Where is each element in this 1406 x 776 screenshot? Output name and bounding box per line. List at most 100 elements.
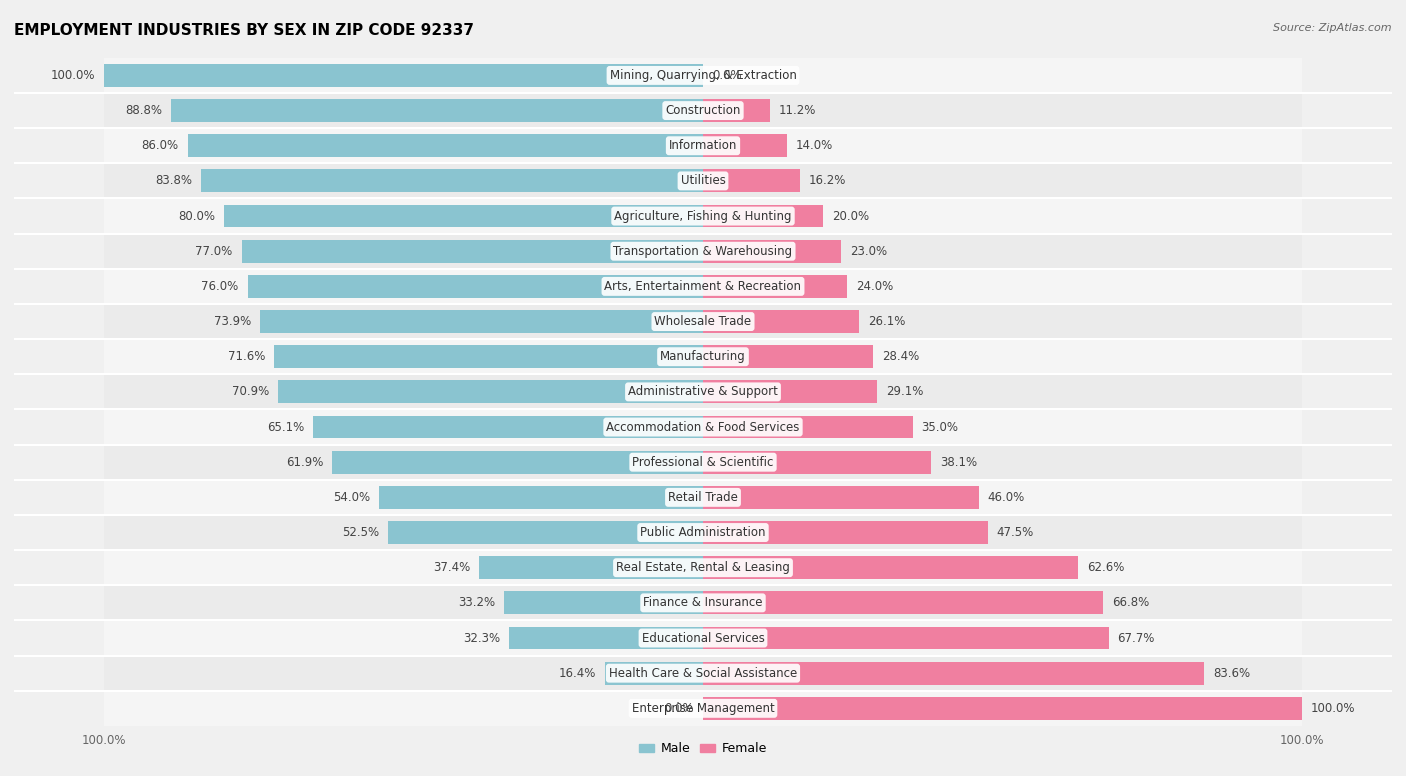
Bar [703,521,987,544]
Bar [104,691,1302,726]
Bar [314,416,703,438]
Bar [703,556,1078,579]
Text: 32.3%: 32.3% [464,632,501,645]
Text: 0.0%: 0.0% [665,702,695,715]
Bar [703,134,787,158]
Bar [104,480,1302,515]
Bar [703,169,800,192]
Text: 37.4%: 37.4% [433,561,470,574]
Bar [104,268,1302,304]
Bar [104,585,1302,621]
Text: 77.0%: 77.0% [195,244,233,258]
Bar [201,169,703,192]
Text: Manufacturing: Manufacturing [661,350,745,363]
Bar [104,163,1302,199]
Text: 28.4%: 28.4% [882,350,920,363]
Text: 67.7%: 67.7% [1118,632,1154,645]
Text: 100.0%: 100.0% [51,69,96,82]
Bar [104,199,1302,234]
Text: 100.0%: 100.0% [1310,702,1355,715]
Bar [274,345,703,368]
Text: Real Estate, Rental & Leasing: Real Estate, Rental & Leasing [616,561,790,574]
Text: 16.2%: 16.2% [808,175,846,188]
Bar [479,556,703,579]
Text: 11.2%: 11.2% [779,104,817,117]
Text: 26.1%: 26.1% [869,315,905,328]
Bar [388,521,703,544]
Text: Source: ZipAtlas.com: Source: ZipAtlas.com [1274,23,1392,33]
Text: 83.8%: 83.8% [155,175,193,188]
Text: Accommodation & Food Services: Accommodation & Food Services [606,421,800,434]
Bar [703,310,859,333]
Text: Transportation & Warehousing: Transportation & Warehousing [613,244,793,258]
Text: Public Administration: Public Administration [640,526,766,539]
Bar [703,591,1104,615]
Text: 62.6%: 62.6% [1087,561,1125,574]
Text: Mining, Quarrying, & Extraction: Mining, Quarrying, & Extraction [610,69,796,82]
Bar [703,697,1302,720]
Text: Professional & Scientific: Professional & Scientific [633,456,773,469]
Bar [104,234,1302,268]
Text: Administrative & Support: Administrative & Support [628,386,778,398]
Text: 23.0%: 23.0% [849,244,887,258]
Bar [104,58,1302,93]
Bar [188,134,703,158]
Bar [605,662,703,684]
Bar [703,486,979,509]
Bar [703,416,912,438]
Text: 70.9%: 70.9% [232,386,270,398]
Text: 65.1%: 65.1% [267,421,304,434]
Bar [104,128,1302,163]
Bar [703,662,1204,684]
Text: 88.8%: 88.8% [125,104,162,117]
Text: Agriculture, Fishing & Hunting: Agriculture, Fishing & Hunting [614,210,792,223]
Bar [104,339,1302,374]
Text: 61.9%: 61.9% [285,456,323,469]
Text: 47.5%: 47.5% [997,526,1033,539]
Text: Retail Trade: Retail Trade [668,491,738,504]
Bar [703,240,841,262]
Legend: Male, Female: Male, Female [634,737,772,760]
Text: Enterprise Management: Enterprise Management [631,702,775,715]
Bar [104,374,1302,410]
Text: 24.0%: 24.0% [856,280,893,293]
Text: Arts, Entertainment & Recreation: Arts, Entertainment & Recreation [605,280,801,293]
Bar [505,591,703,615]
Bar [247,275,703,298]
Bar [224,205,703,227]
Bar [509,626,703,650]
Text: 76.0%: 76.0% [201,280,239,293]
Bar [104,64,703,87]
Text: 80.0%: 80.0% [177,210,215,223]
Text: 29.1%: 29.1% [886,386,924,398]
Bar [332,451,703,473]
Bar [703,275,846,298]
Text: 86.0%: 86.0% [142,139,179,152]
Text: 35.0%: 35.0% [922,421,959,434]
Bar [104,445,1302,480]
Bar [104,304,1302,339]
Bar [260,310,703,333]
Text: 0.0%: 0.0% [711,69,741,82]
Text: Finance & Insurance: Finance & Insurance [644,596,762,609]
Text: 14.0%: 14.0% [796,139,834,152]
Text: EMPLOYMENT INDUSTRIES BY SEX IN ZIP CODE 92337: EMPLOYMENT INDUSTRIES BY SEX IN ZIP CODE… [14,23,474,38]
Text: 54.0%: 54.0% [333,491,371,504]
Text: 52.5%: 52.5% [343,526,380,539]
Bar [703,205,823,227]
Bar [703,380,877,404]
Bar [242,240,703,262]
Bar [104,93,1302,128]
Text: Construction: Construction [665,104,741,117]
Bar [703,345,873,368]
Bar [104,410,1302,445]
Bar [278,380,703,404]
Bar [104,515,1302,550]
Text: Wholesale Trade: Wholesale Trade [654,315,752,328]
Text: 38.1%: 38.1% [941,456,977,469]
Text: 16.4%: 16.4% [558,667,596,680]
Text: 71.6%: 71.6% [228,350,266,363]
Bar [703,99,770,122]
Bar [104,621,1302,656]
Text: 73.9%: 73.9% [214,315,252,328]
